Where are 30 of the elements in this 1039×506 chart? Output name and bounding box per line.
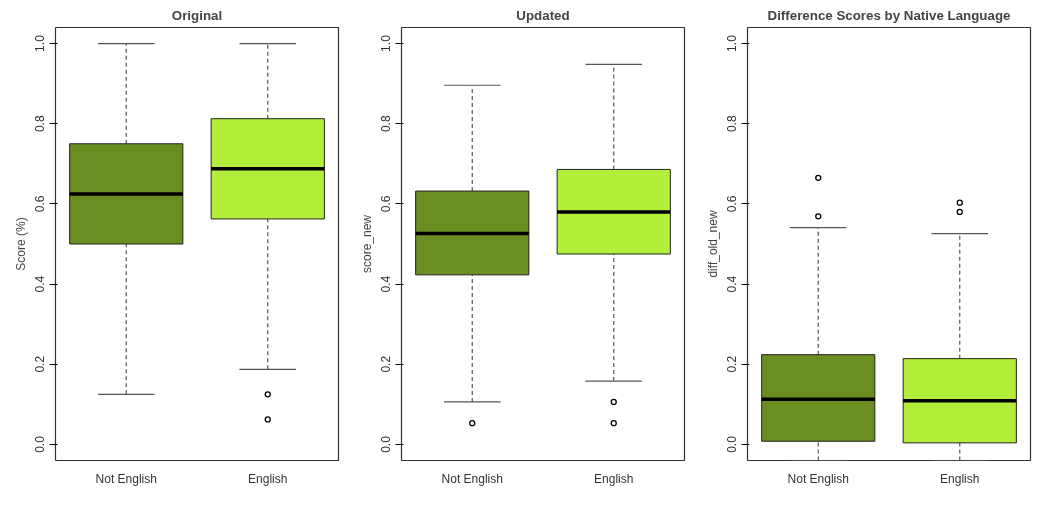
y-tick-label: 0.8 [379,115,394,133]
y-axis-title: score_new [359,214,374,274]
y-tick-label: 0.8 [725,115,740,133]
x-tick-label: Not English [95,471,157,486]
y-tick-label: 1.0 [33,34,48,52]
y-tick-label: 0.4 [725,275,740,293]
y-tick-label: 0.6 [33,195,48,213]
chart-title: Original [171,7,223,23]
y-tick-label: 0.0 [33,435,48,453]
chart-title: Difference Scores by Native Language [767,7,1011,23]
y-tick-label: 0.4 [379,275,394,293]
x-tick-label: Not English [441,471,503,486]
x-tick-label: English [594,471,634,486]
y-axis-title: diff_old_new [705,210,720,278]
y-tick-label: 0.0 [725,435,740,453]
y-tick-label: 0.0 [379,435,394,453]
y-tick-label: 0.2 [725,355,740,373]
y-axis-title: Score (%) [13,217,28,271]
y-tick-label: 0.6 [725,195,740,213]
y-tick-label: 0.2 [379,355,394,373]
y-tick-label: 0.2 [33,355,48,373]
y-tick-label: 1.0 [379,34,394,52]
x-tick-label: English [940,471,980,486]
x-tick-label: English [248,471,288,486]
y-tick-label: 0.8 [33,115,48,133]
y-tick-label: 0.4 [33,275,48,293]
y-tick-label: 0.6 [379,195,394,213]
chart-title: Updated [516,7,570,23]
x-tick-label: Not English [787,471,849,486]
y-tick-label: 1.0 [725,34,740,52]
